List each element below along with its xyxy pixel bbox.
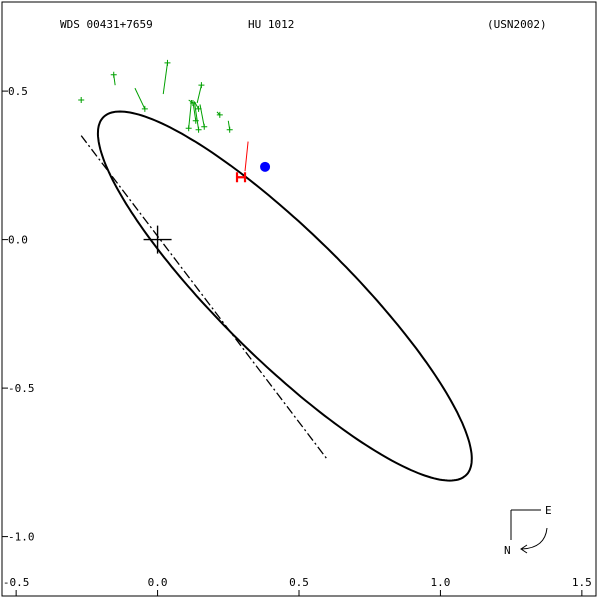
y-axis-ticks: 0.5 0.0 -0.5 -1.0 — [2, 85, 35, 544]
y-tick-label: -0.5 — [8, 382, 35, 395]
observation-layer — [78, 59, 233, 133]
compass-north-label: N — [504, 544, 511, 557]
observation-point — [201, 123, 208, 130]
observation-residual — [193, 101, 200, 130]
header-reference: (USN2002) — [487, 18, 547, 31]
observation-point — [185, 125, 192, 132]
compass-rotation-arrow — [521, 527, 548, 550]
predicted-position-dot — [260, 161, 271, 172]
x-tick-label: 0.5 — [289, 576, 309, 589]
observation-residual — [188, 99, 193, 129]
observation-residual — [134, 87, 146, 110]
marker-layer — [235, 141, 271, 183]
x-tick-label: 0.0 — [148, 576, 168, 589]
compass-east-label: E — [545, 504, 552, 517]
observation-point — [164, 59, 171, 66]
y-tick-label: 0.0 — [8, 234, 28, 247]
x-tick-label: 1.5 — [572, 576, 592, 589]
special-observation-marker — [235, 172, 247, 183]
y-tick-label: 0.5 — [8, 85, 28, 98]
observation-residual — [162, 62, 168, 95]
observation-point — [189, 99, 196, 106]
y-tick-label: -1.0 — [8, 531, 35, 544]
compass-rose: E N — [504, 504, 552, 557]
observation-point — [198, 82, 205, 89]
x-tick-label: -0.5 — [3, 576, 30, 589]
orbit-layer — [80, 110, 473, 482]
header-designation: WDS 00431+7659 — [60, 18, 153, 31]
observation-point — [216, 111, 223, 118]
compass-arrow-head — [520, 544, 528, 554]
orbit-ellipse — [96, 110, 473, 482]
header-discoverer: HU 1012 — [248, 18, 294, 31]
observation-point — [195, 105, 202, 112]
observation-point — [226, 126, 233, 133]
observation-point — [195, 126, 202, 133]
x-axis-ticks: -0.5 0.0 0.5 1.0 1.5 — [3, 576, 592, 596]
x-tick-label: 1.0 — [430, 576, 450, 589]
line-of-nodes — [80, 135, 328, 460]
observation-residual — [199, 104, 205, 127]
observation-point — [110, 71, 117, 78]
observation-point — [78, 97, 85, 104]
special-residual — [244, 141, 249, 172]
observation-point — [141, 105, 148, 112]
observation-residual — [196, 85, 202, 104]
observation-point — [192, 117, 199, 124]
